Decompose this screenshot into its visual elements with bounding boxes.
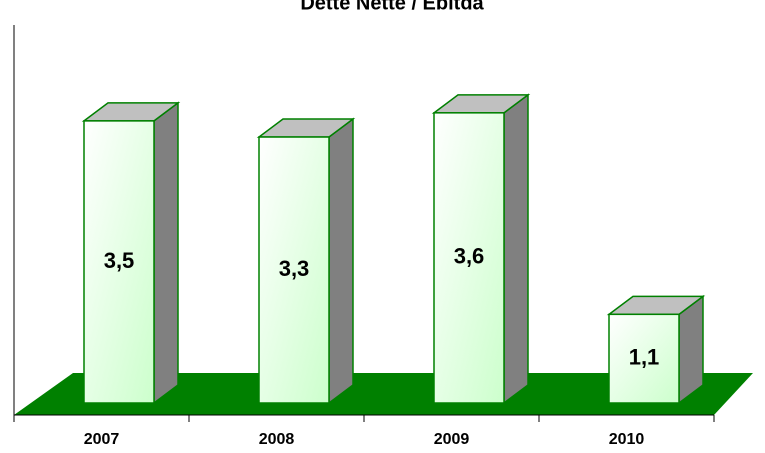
data-label: 3,5 xyxy=(104,248,135,273)
bar xyxy=(433,112,505,404)
x-tick-label: 2010 xyxy=(609,431,645,448)
bar-side xyxy=(503,93,529,405)
floor xyxy=(14,373,753,415)
x-tick-label: 2009 xyxy=(434,431,470,448)
data-label: 3,6 xyxy=(454,244,485,269)
bar-side xyxy=(328,117,354,405)
bar xyxy=(83,120,155,404)
data-label: 3,3 xyxy=(279,256,310,281)
bar xyxy=(608,313,680,404)
chart-title: Dette Nette / Ebitda xyxy=(300,0,484,14)
bar-side xyxy=(153,101,179,405)
x-tick-label: 2008 xyxy=(259,431,295,448)
x-tick-label: 2007 xyxy=(84,431,120,448)
bar xyxy=(258,136,330,404)
data-label: 1,1 xyxy=(629,344,660,369)
